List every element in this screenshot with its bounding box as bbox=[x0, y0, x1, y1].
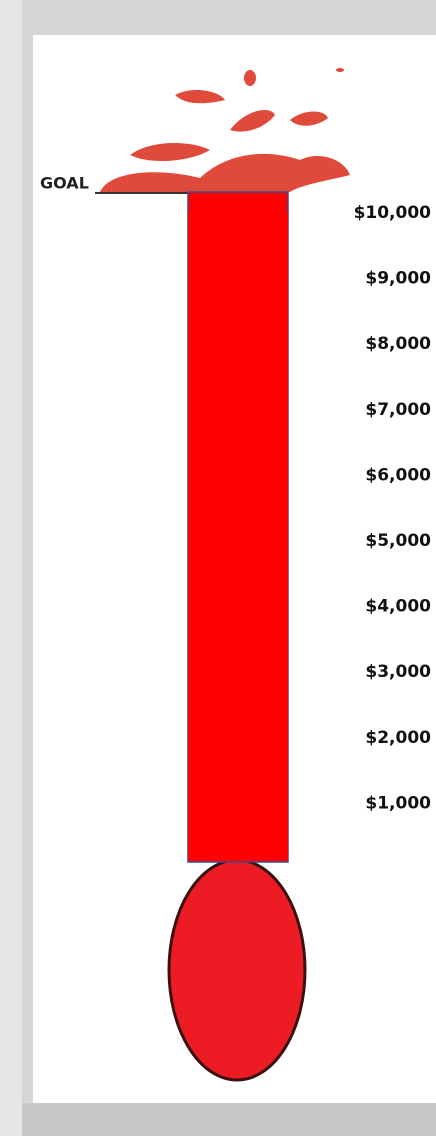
y-tick-label: $3,000 bbox=[365, 662, 431, 682]
left-strip bbox=[0, 0, 22, 1136]
y-tick-label: $1,000 bbox=[365, 793, 431, 813]
y-tick-label: $7,000 bbox=[365, 400, 431, 420]
goal-label: GOAL bbox=[40, 174, 89, 193]
y-tick-label: $5,000 bbox=[365, 531, 431, 551]
y-tick-label: $4,000 bbox=[365, 597, 431, 617]
fill-level bbox=[188, 213, 288, 860]
y-tick-label: $2,000 bbox=[365, 728, 431, 748]
bulb bbox=[169, 860, 305, 1080]
y-tick-label: $10,000 bbox=[354, 203, 432, 223]
bottom-band bbox=[22, 1103, 436, 1136]
y-tick-label: $9,000 bbox=[365, 269, 431, 289]
y-tick-label: $6,000 bbox=[365, 465, 431, 485]
y-tick-label: $8,000 bbox=[365, 334, 431, 354]
thermometer-page: GOAL $1,000 $2,000 $3,000 $4,000 $5,000 $6,00… bbox=[0, 0, 436, 1136]
